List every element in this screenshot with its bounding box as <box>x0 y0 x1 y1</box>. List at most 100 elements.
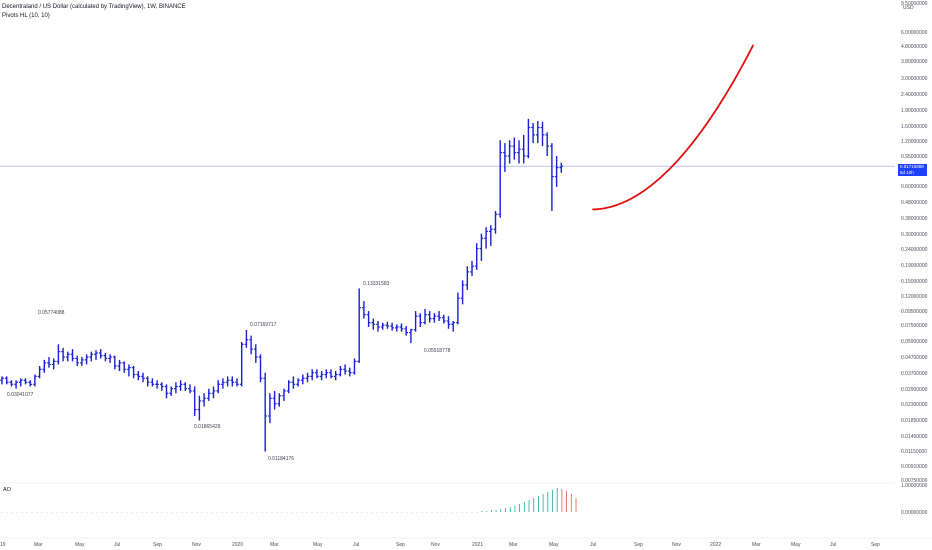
price-tick-label: 0.03700000 <box>901 371 928 377</box>
last-price-value: 0.81716889 <box>900 164 924 169</box>
ohlc-bar <box>446 316 451 329</box>
time-tick-label: May <box>791 542 801 548</box>
price-tick-label: 0.60000000 <box>901 184 928 190</box>
ohlc-bar <box>376 320 380 332</box>
price-tick-label: 0.04700000 <box>901 355 928 361</box>
ohlc-bar <box>559 162 564 173</box>
ohlc-bar <box>254 344 258 363</box>
ohlc-bar <box>343 364 347 375</box>
ohlc-bar <box>19 378 23 387</box>
ohlc-bar <box>348 367 352 377</box>
ohlc-bar <box>540 121 545 147</box>
ohlc-bar <box>301 374 305 385</box>
ohlc-bar <box>230 376 235 387</box>
ohlc-bar <box>493 210 498 234</box>
price-tick-label: 0.05900000 <box>901 339 928 345</box>
ohlc-bar <box>404 326 408 336</box>
ohlc-bar <box>329 369 333 379</box>
ohlc-bar <box>409 328 413 344</box>
ohlc-bar <box>221 378 225 389</box>
price-tick-label: 0.01850000 <box>901 418 928 424</box>
ohlc-bar <box>545 132 549 156</box>
ohlc-bar <box>319 371 324 381</box>
ohlc-bar <box>357 288 361 363</box>
projection-curve-group <box>592 44 754 211</box>
ohlc-bar <box>113 355 117 370</box>
price-tick-label: 3.80000000 <box>901 59 928 65</box>
ohlc-bar <box>51 358 56 370</box>
price-tick-label: 0.02300000 <box>901 402 928 408</box>
time-tick-label: Nov <box>192 542 201 548</box>
ohlc-bar <box>235 378 239 387</box>
ohlc-bar <box>418 313 423 327</box>
ohlc-bar <box>310 369 314 381</box>
ohlc-bar <box>145 376 150 387</box>
price-tick-label: 0.95000000 <box>901 154 928 160</box>
pivot-label: 0.05918778 <box>424 348 451 354</box>
ohlc-bar <box>385 321 390 329</box>
ohlc-bar <box>4 376 9 385</box>
ohlc-bar <box>197 395 202 421</box>
ohlc-bar <box>413 311 418 332</box>
ohlc-bar <box>512 137 517 160</box>
ohlc-bar <box>470 260 474 276</box>
ohlc-bar <box>474 243 479 270</box>
ohlc-bar <box>211 386 216 399</box>
ohlc-bar <box>484 227 488 249</box>
price-tick-label: 4.80000000 <box>901 44 928 50</box>
ohlc-bar <box>489 225 493 246</box>
ohlc-bar <box>286 380 291 394</box>
ohlc-bar <box>315 369 319 379</box>
ohlc-bar <box>225 376 230 387</box>
ohlc-bar <box>9 380 14 387</box>
time-tick-label: Mar <box>34 542 43 548</box>
ohlc-bar <box>117 359 122 372</box>
time-tick-label: May <box>313 542 323 548</box>
ohlc-bar <box>183 382 188 391</box>
ohlc-bar <box>338 366 343 377</box>
ohlc-bar <box>80 357 84 367</box>
ohlc-bar <box>23 378 28 385</box>
price-tick-label: 3.00000000 <box>901 76 928 82</box>
ohlc-bar <box>333 371 338 381</box>
ohlc-bar <box>531 123 535 144</box>
ao-indicator-label: AO <box>3 487 11 493</box>
price-tick-label: 1.90000000 <box>901 108 928 114</box>
ohlc-bar <box>526 118 531 159</box>
pivot-label: 0.13331583 <box>363 281 390 287</box>
ohlc-bar <box>164 384 169 399</box>
time-tick-label: Nov <box>431 542 440 548</box>
time-tick-label: Jul <box>353 542 359 548</box>
ohlc-bar <box>324 369 329 379</box>
ohlc-bar <box>296 378 300 387</box>
ohlc-bar <box>207 388 211 401</box>
ohlc-bar <box>399 323 404 332</box>
ohlc-bar <box>150 378 155 387</box>
price-tick-label: USD <box>903 5 914 11</box>
ao-tick-label: 1.00000000 <box>901 483 928 489</box>
chart-title: Decentraland / US Dollar (calculated by … <box>2 4 186 10</box>
ohlc-bar <box>169 386 173 396</box>
ohlc-bar <box>291 376 296 389</box>
time-tick-label: Mar <box>509 542 518 548</box>
price-tick-label: 0.00910000 <box>901 464 928 470</box>
ohlc-bar <box>465 266 470 290</box>
price-tick-label: 6.00000000 <box>901 30 928 36</box>
ohlc-bar <box>507 140 512 164</box>
ohlc-bar <box>305 372 310 383</box>
ohlc-bar <box>131 366 136 379</box>
ohlc-bar <box>249 335 253 355</box>
time-axis-group: 19 Mar May Jul Sep Nov 2020 Mar May Jul Sep Nov 2021… <box>0 537 932 548</box>
ohlc-bar <box>14 380 18 389</box>
time-tick-label: May <box>549 542 559 548</box>
ohlc-bar <box>366 311 371 327</box>
ohlc-bar <box>75 355 79 367</box>
pivot-label: 0.07169717 <box>250 322 277 328</box>
ohlc-bar <box>272 390 277 410</box>
ohlc-bar <box>371 318 376 330</box>
price-tick-label: 0.38000000 <box>901 216 928 222</box>
time-tick-label: Sep <box>396 542 405 548</box>
price-tick-label: 0.30000000 <box>901 232 928 238</box>
ohlc-bar <box>136 371 141 381</box>
